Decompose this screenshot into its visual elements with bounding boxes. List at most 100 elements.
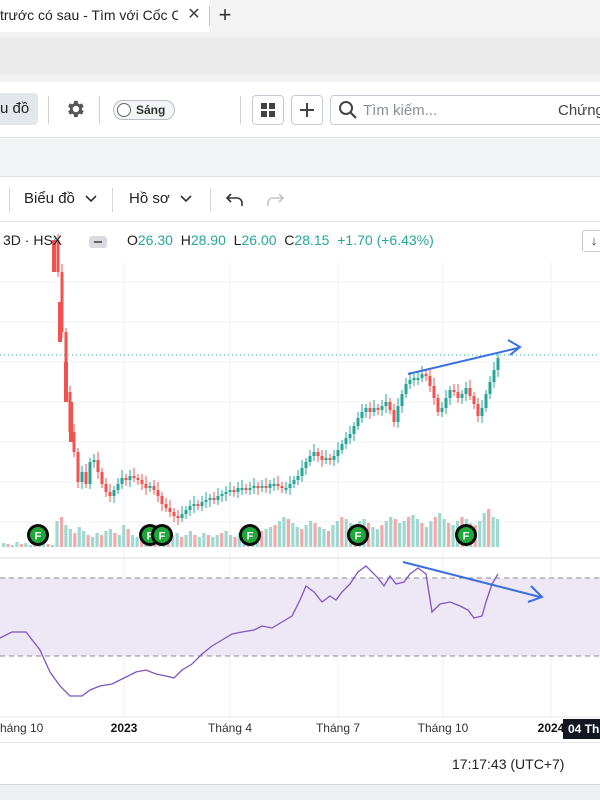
toolbar-divider	[9, 188, 10, 212]
volume-bar	[6, 544, 10, 547]
chart-view-button[interactable]: u đồ	[0, 93, 38, 125]
candle-body	[388, 402, 392, 410]
candle-body	[480, 408, 484, 416]
volume-bar	[202, 533, 206, 547]
candle-body	[316, 452, 320, 456]
candle-body	[144, 484, 148, 488]
volume-bar	[375, 529, 379, 547]
search-scope-label: Chứng	[558, 102, 600, 119]
candle-body	[204, 500, 208, 502]
toolbar-divider	[210, 188, 211, 212]
window-bottom-edge	[0, 784, 600, 800]
time-axis-label: 2023	[111, 721, 138, 735]
candle-body	[132, 476, 136, 478]
candle-body	[264, 486, 268, 488]
volume-bar	[131, 535, 135, 547]
candle-body	[416, 378, 420, 380]
toggle-knob	[117, 103, 131, 117]
candle-body	[88, 462, 92, 484]
volume-bar	[224, 531, 228, 547]
open-key: O	[127, 232, 138, 248]
volume-bar	[411, 515, 415, 547]
search-input[interactable]: Tìm kiếm... Chứng	[330, 95, 600, 125]
candle-body	[488, 382, 492, 394]
candle-body	[308, 456, 312, 462]
low-value: 26.00	[241, 232, 277, 248]
clock-readout[interactable]: 17:17:43 (UTC+7)	[452, 756, 565, 772]
candle-body	[200, 502, 204, 506]
candle-body	[58, 302, 62, 342]
candle-body	[248, 488, 252, 490]
legend-ohlc: O26.30 H28.90 L26.00 C28.15 +1.70 (+6.43…	[127, 232, 434, 248]
candle-body	[320, 456, 324, 460]
earnings-marker-label: F	[35, 531, 42, 543]
candle-body	[208, 498, 212, 500]
theme-label: Sáng	[136, 103, 166, 117]
scroll-down-button[interactable]: ↓	[582, 230, 600, 252]
tab-title: trước có sau - Tìm với Cốc Cốc	[0, 7, 178, 23]
candle-body	[404, 384, 408, 394]
volume-bar	[393, 519, 397, 547]
candle-body	[168, 508, 172, 512]
high-value: 28.90	[190, 232, 226, 248]
volume-bar	[46, 544, 50, 547]
candle-body	[184, 510, 188, 514]
candle-body	[140, 480, 144, 484]
candle-body	[80, 472, 84, 482]
volume-bar	[197, 537, 201, 547]
candle-body	[272, 484, 276, 486]
volume-bar	[91, 537, 95, 547]
candle-body	[324, 458, 328, 460]
candle-body	[136, 478, 140, 480]
candle-body	[384, 402, 388, 406]
candle-body	[120, 478, 124, 484]
low-key: L	[233, 232, 242, 248]
time-axis-label: tháng 10	[0, 721, 44, 735]
candle-body	[188, 506, 192, 510]
candle-body	[64, 362, 68, 402]
candle-body	[148, 486, 152, 488]
close-icon[interactable]: ✕	[187, 6, 201, 23]
legend-collapse-icon[interactable]	[89, 236, 107, 248]
candle-body	[448, 390, 452, 398]
volume-bar	[424, 527, 428, 547]
candle-body	[428, 376, 432, 386]
candle-body	[212, 498, 216, 500]
chevron-down-icon	[180, 195, 192, 203]
address-bar[interactable]	[0, 38, 600, 74]
candle-body	[176, 516, 180, 518]
volume-bar	[117, 535, 121, 547]
redo-icon[interactable]	[265, 192, 285, 208]
earnings-marker-inner	[350, 527, 366, 543]
candle-body	[292, 480, 296, 484]
layout-grid-button[interactable]	[252, 95, 284, 125]
gear-icon[interactable]	[64, 98, 86, 120]
profile-menu[interactable]: Hồ sơ	[129, 190, 192, 207]
volume-bar	[451, 525, 455, 547]
chart-menu[interactable]: Biểu đồ	[24, 190, 97, 207]
undo-icon[interactable]	[225, 192, 245, 208]
candle-body	[352, 426, 356, 434]
candle-body	[364, 408, 368, 412]
candle-body	[492, 370, 496, 382]
chart-menu-label: Biểu đồ	[24, 190, 75, 207]
add-button[interactable]	[291, 95, 323, 125]
open-value: 26.30	[137, 232, 173, 248]
close-key: C	[284, 232, 295, 248]
theme-toggle[interactable]: Sáng	[113, 100, 175, 120]
panel-gap	[0, 139, 600, 177]
volume-bar	[495, 519, 500, 547]
new-tab-icon[interactable]: +	[218, 2, 232, 27]
browser-address-band	[0, 32, 600, 82]
candle-body	[432, 386, 436, 398]
legend-symbol: 3D · HSX	[3, 232, 63, 248]
browser-tab[interactable]: trước có sau - Tìm với Cốc Cốc ✕	[0, 0, 210, 32]
browser-tab-strip: trước có sau - Tìm với Cốc Cốc ✕ +	[0, 0, 600, 32]
volume-bar	[171, 535, 175, 547]
candle-body	[408, 380, 412, 384]
candle-body	[152, 486, 156, 490]
volume-bar	[211, 537, 215, 547]
volume-bar	[304, 525, 308, 547]
